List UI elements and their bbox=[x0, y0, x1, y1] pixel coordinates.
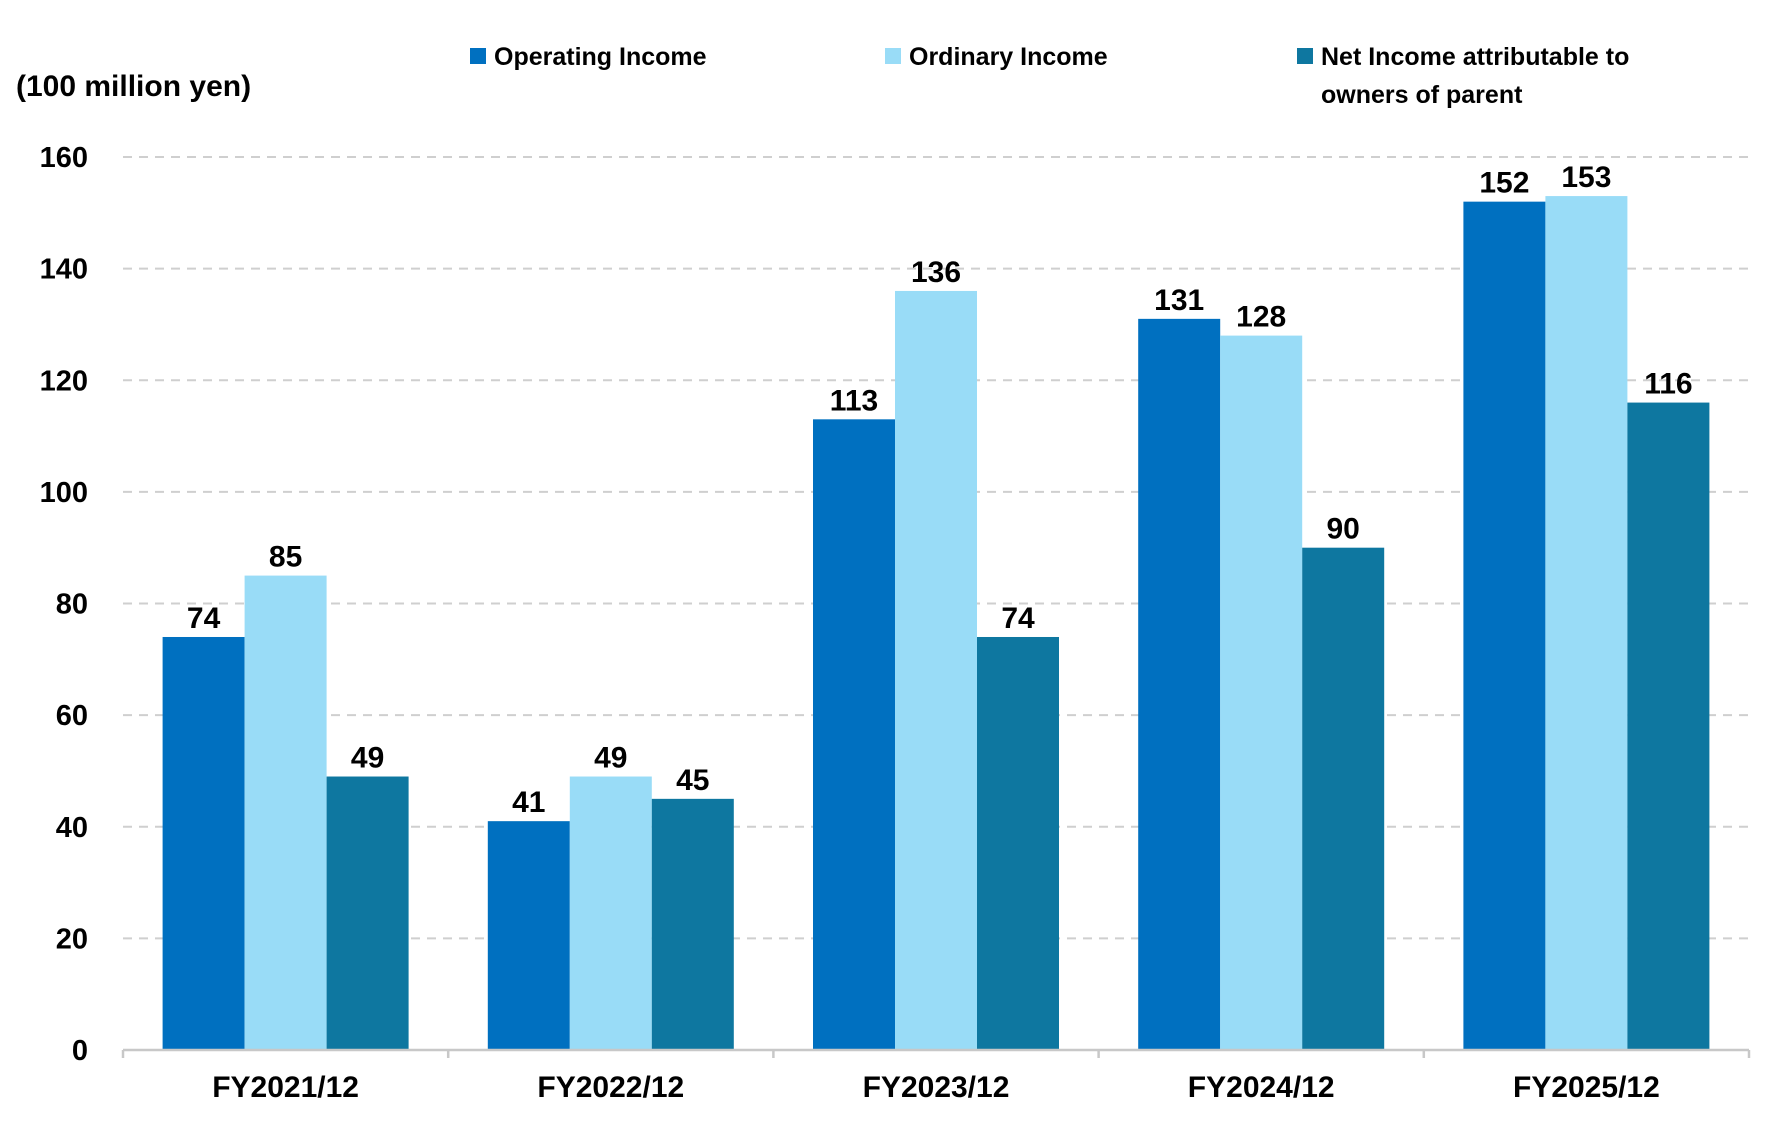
y-tick-label-0: 0 bbox=[72, 1035, 88, 1067]
x-tick-label-3: FY2024/12 bbox=[1188, 1071, 1335, 1104]
bar-FY2023-12-series-2 bbox=[977, 636, 1059, 1050]
y-tick-label-120: 120 bbox=[40, 365, 88, 397]
x-tick-label-1: FY2022/12 bbox=[537, 1071, 684, 1104]
data-label-FY2021-12-series-2: 49 bbox=[351, 742, 384, 775]
legend: Operating Income Ordinary Income Net Incom… bbox=[470, 43, 1629, 109]
legend-label-0: Operating Income bbox=[494, 43, 707, 71]
y-tick-label-60: 60 bbox=[56, 700, 88, 732]
bar-layer bbox=[162, 196, 1710, 1051]
data-label-FY2025-12-series-1: 153 bbox=[1561, 161, 1611, 194]
label-layer: 74 85 49 FY2021/12 41 49 45 FY2022/12 113 136 74 FY… bbox=[187, 161, 1693, 1104]
y-axis-unit-label: (100 million yen) bbox=[16, 70, 251, 103]
bar-FY2025-12-series-1 bbox=[1545, 196, 1628, 1051]
data-label-FY2022-12-series-0: 41 bbox=[512, 786, 545, 819]
x-tick-label-2: FY2023/12 bbox=[863, 1071, 1010, 1104]
y-tick-label-40: 40 bbox=[56, 812, 88, 844]
y-tick-label-20: 20 bbox=[56, 923, 88, 955]
data-label-FY2024-12-series-2: 90 bbox=[1327, 513, 1360, 546]
bar-FY2022-12-series-2 bbox=[651, 798, 734, 1050]
bar-FY2022-12-series-0 bbox=[487, 821, 570, 1050]
legend-label-1: Ordinary Income bbox=[909, 43, 1108, 71]
bar-FY2022-12-series-1 bbox=[569, 776, 652, 1050]
data-label-FY2022-12-series-1: 49 bbox=[594, 742, 627, 775]
bar-FY2021-12-series-0 bbox=[162, 636, 245, 1050]
bar-FY2024-12-series-0 bbox=[1138, 318, 1221, 1050]
bar-FY2023-12-series-1 bbox=[895, 290, 977, 1050]
legend-label-line: Ordinary Income bbox=[909, 43, 1108, 71]
bar-FY2023-12-series-0 bbox=[813, 419, 895, 1051]
bar-FY2021-12-series-2 bbox=[326, 776, 409, 1050]
data-label-FY2021-12-series-1: 85 bbox=[269, 541, 302, 574]
legend-label-line: owners of parent bbox=[1321, 81, 1523, 109]
x-tick-label-4: FY2025/12 bbox=[1513, 1071, 1660, 1104]
bar-FY2025-12-series-2 bbox=[1627, 402, 1710, 1050]
legend-swatch-0 bbox=[470, 48, 486, 64]
bar-FY2025-12-series-0 bbox=[1463, 201, 1546, 1050]
bar-FY2024-12-series-2 bbox=[1302, 547, 1385, 1050]
legend-label-2: Net Income attributable to owners of pare… bbox=[1321, 43, 1629, 109]
data-label-FY2023-12-series-2: 74 bbox=[1001, 602, 1035, 635]
y-tick-label-100: 100 bbox=[40, 477, 88, 509]
data-label-FY2021-12-series-0: 74 bbox=[187, 602, 221, 635]
y-tick-label-80: 80 bbox=[56, 589, 88, 621]
data-label-FY2025-12-series-0: 152 bbox=[1479, 167, 1529, 200]
y-tick-label-160: 160 bbox=[40, 142, 88, 174]
y-tick-label-140: 140 bbox=[40, 254, 88, 286]
legend-swatch-2 bbox=[1297, 48, 1313, 64]
data-label-FY2025-12-series-2: 116 bbox=[1644, 368, 1692, 401]
data-label-FY2024-12-series-1: 128 bbox=[1236, 301, 1286, 334]
legend-label-line: Operating Income bbox=[494, 43, 707, 71]
data-label-FY2023-12-series-1: 136 bbox=[911, 256, 961, 289]
legend-swatch-1 bbox=[885, 48, 901, 64]
x-tick-label-0: FY2021/12 bbox=[212, 1071, 359, 1104]
data-label-FY2022-12-series-2: 45 bbox=[676, 764, 709, 797]
legend-label-line: Net Income attributable to bbox=[1321, 43, 1629, 71]
data-label-FY2024-12-series-0: 131 bbox=[1154, 284, 1204, 317]
bar-FY2021-12-series-1 bbox=[244, 575, 327, 1050]
bar-FY2024-12-series-1 bbox=[1220, 335, 1303, 1051]
data-label-FY2023-12-series-0: 113 bbox=[830, 384, 878, 417]
axis-layer: 0 20 40 60 80 100 120 140 160 bbox=[40, 142, 1751, 1067]
